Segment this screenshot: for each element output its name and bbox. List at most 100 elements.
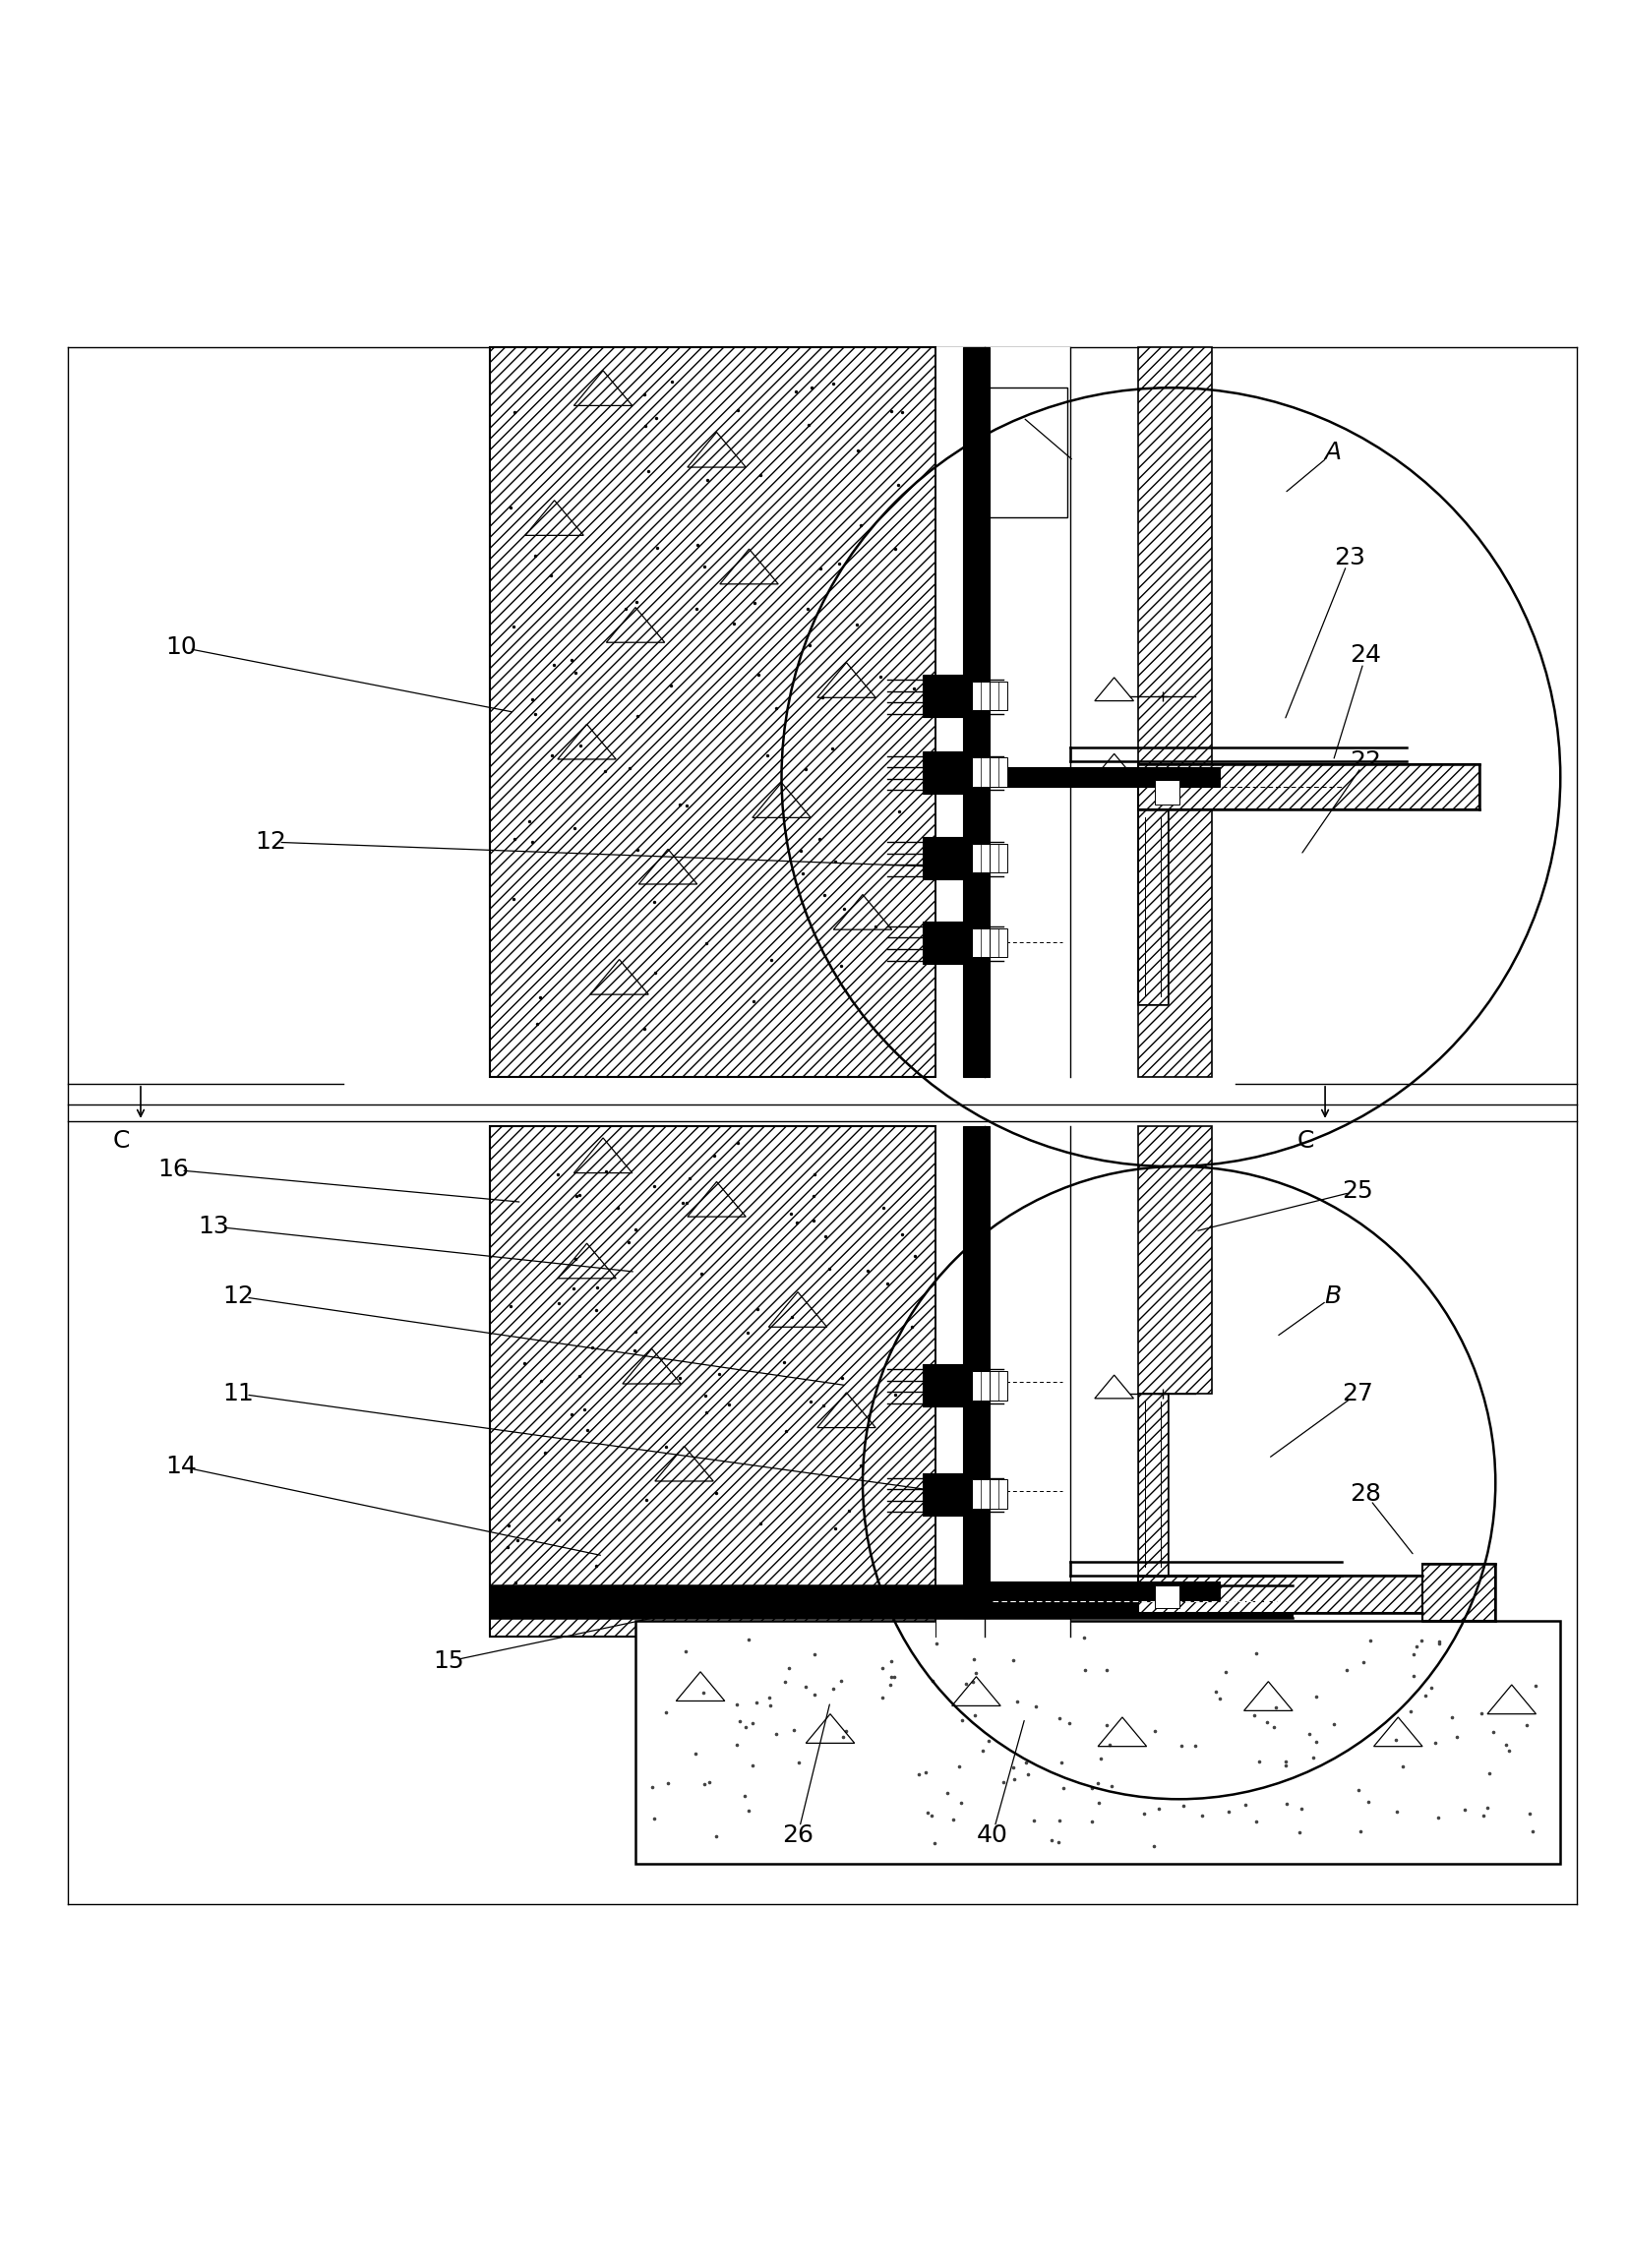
Text: C: C [1298,1129,1314,1152]
Point [1146,1789,1172,1826]
Point [524,1007,550,1043]
Point [544,1157,570,1193]
Point [625,832,651,869]
Text: 16: 16 [158,1159,189,1182]
Point [716,1386,742,1422]
Point [659,363,685,399]
Bar [988,388,1066,517]
Point [558,642,584,678]
Point [1022,1687,1048,1724]
Point [1382,1721,1408,1758]
Bar [1138,764,1480,810]
Point [540,646,567,683]
Point [1216,1794,1242,1830]
Point [733,1708,759,1744]
Point [537,558,563,594]
Bar [635,1622,1560,1864]
Bar [1138,1125,1211,1393]
Point [567,1177,593,1213]
Point [692,1377,718,1413]
Point [731,1778,757,1814]
Point [1517,1796,1543,1833]
Point [809,678,835,714]
Bar [1154,1585,1179,1608]
Point [571,1393,597,1429]
Point [724,1125,751,1161]
Bar [923,676,967,717]
Bar [1154,780,1179,805]
Point [777,1599,803,1635]
Bar [990,928,1008,957]
Point [834,1712,860,1749]
Point [744,1290,770,1327]
Point [778,1300,804,1336]
Point [501,821,527,857]
Point [1244,1635,1270,1672]
Point [1426,1799,1452,1835]
Text: 28: 28 [1350,1483,1382,1506]
Text: 12: 12 [223,1284,254,1309]
Bar [972,1370,990,1399]
Point [801,1157,827,1193]
Point [1473,1789,1499,1826]
Bar [1138,347,1211,1077]
Point [724,1685,751,1721]
Point [790,855,816,891]
Point [497,1288,523,1325]
Point [949,1703,975,1740]
Point [869,1188,895,1225]
Bar [972,844,990,873]
Point [868,658,894,694]
Point [692,549,718,585]
Point [1286,1814,1312,1851]
Point [1045,1823,1071,1860]
Point [640,1769,666,1805]
Bar [1138,810,1167,1005]
Point [777,1651,803,1687]
Point [633,1481,659,1517]
Point [545,1501,571,1538]
Point [1480,1715,1506,1751]
Text: 21: 21 [1001,399,1032,424]
Point [736,1622,762,1658]
Point [495,1529,521,1565]
Point [1304,1678,1330,1715]
Point [641,1801,667,1837]
Point [879,392,905,429]
Point [923,1624,949,1660]
Point [990,1765,1016,1801]
Point [757,1687,783,1724]
Point [1444,1719,1470,1755]
Point [822,844,848,880]
Bar [990,758,1008,787]
Point [684,590,710,626]
Point [1426,1624,1452,1660]
Point [1057,1706,1083,1742]
Point [583,1547,609,1583]
Point [1423,1724,1449,1760]
Point [501,608,527,644]
Point [899,1309,925,1345]
Point [975,1721,1001,1758]
Point [682,1735,708,1771]
Point [793,1669,819,1706]
Point [676,1159,702,1195]
Point [519,823,545,860]
Point [772,1345,798,1381]
Point [1358,1622,1384,1658]
Point [886,794,912,830]
Point [1263,1690,1289,1726]
Point [539,737,565,773]
Point [532,1436,558,1472]
Point [643,399,669,435]
Point [1130,1794,1156,1830]
Point [615,1225,641,1261]
Text: 24: 24 [1350,644,1382,667]
Point [746,655,772,692]
Point [511,1345,537,1381]
Point [886,467,912,503]
Point [690,1674,716,1710]
Bar [985,1125,1070,1637]
Point [724,392,751,429]
Point [702,1139,728,1175]
